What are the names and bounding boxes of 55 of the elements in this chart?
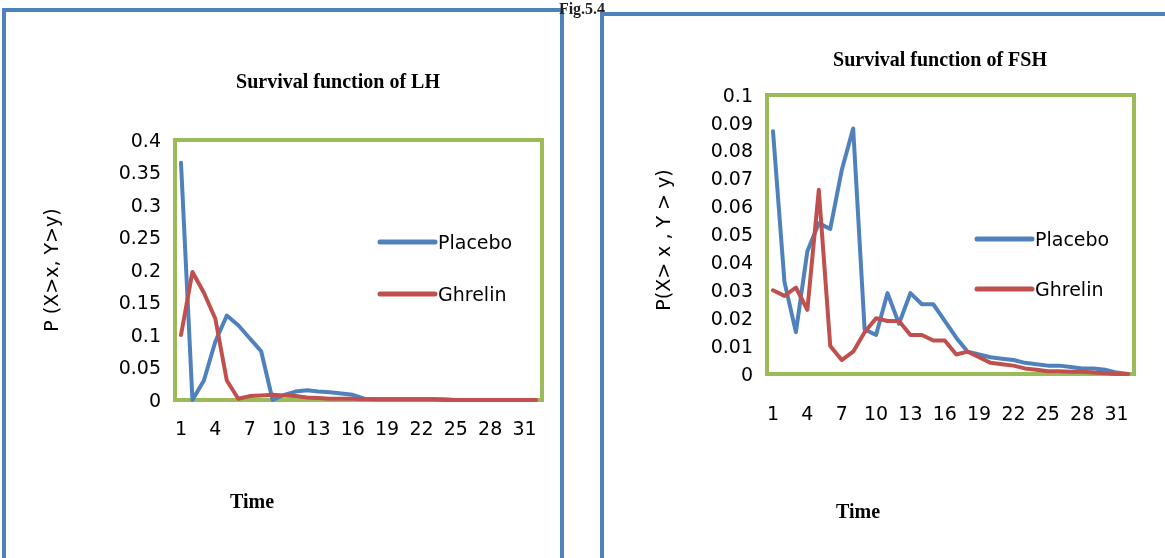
x-tick-label: 28 — [478, 417, 503, 439]
caption: Fig.5.4 — [558, 0, 606, 18]
line-series — [771, 187, 1130, 376]
x-tick-label: 7 — [243, 417, 256, 439]
y-tick-label: 0.35 — [118, 161, 161, 184]
x-tick-label: 19 — [375, 417, 400, 439]
y-tick-label: 0.04 — [710, 251, 753, 274]
y-tick-label: 0.08 — [710, 139, 753, 162]
y-tick-label: 0.25 — [118, 226, 161, 249]
x-tick-label: 16 — [340, 417, 365, 439]
y-tick-label: 0.09 — [710, 111, 753, 134]
y-tick-label: 0 — [740, 362, 753, 385]
x-tick-label: 31 — [512, 417, 537, 439]
y-tick-label: 0.3 — [130, 193, 161, 216]
y-tick-label: 0.07 — [710, 167, 753, 190]
y-tick-label: 0.01 — [710, 334, 753, 357]
x-tick-label: 10 — [271, 417, 297, 439]
x-tick-label: 13 — [898, 402, 923, 424]
y-tick-label: 0.02 — [710, 306, 753, 329]
legend-label: Placebo — [438, 230, 513, 253]
line-series — [179, 269, 538, 402]
x-axis-title: Time — [835, 500, 881, 522]
chart-title: Survival function of FSH — [833, 48, 1048, 70]
x-tick-label: 10 — [863, 402, 889, 424]
y-axis-title: P (X>x, Y>y) — [40, 208, 62, 332]
x-tick-label: 19 — [967, 402, 992, 424]
x-tick-label: 25 — [443, 417, 468, 439]
legend-label: Ghrelin — [438, 282, 507, 305]
y-tick-label: 0.15 — [118, 291, 161, 314]
y-tick-label: 0 — [148, 388, 161, 411]
y-tick-label: 0.2 — [130, 258, 161, 281]
x-tick-label: 22 — [1001, 402, 1026, 424]
y-tick-label: 0.1 — [130, 323, 161, 346]
y-tick-label: 0.4 — [130, 128, 161, 151]
x-tick-label: 22 — [409, 417, 434, 439]
x-tick-label: 31 — [1104, 402, 1129, 424]
y-tick-label: 0.1 — [722, 83, 753, 106]
x-tick-label: 4 — [801, 402, 814, 424]
x-tick-label: 16 — [932, 402, 957, 424]
x-tick-label: 4 — [209, 417, 222, 439]
y-tick-label: 0.06 — [710, 195, 753, 218]
x-tick-label: 28 — [1070, 402, 1095, 424]
chart-title: Survival function of LH — [236, 70, 441, 92]
x-tick-label: 13 — [306, 417, 331, 439]
y-axis-title: P(X> x , Y > y) — [652, 169, 674, 311]
legend-label: Placebo — [1035, 227, 1110, 250]
x-tick-label: 1 — [766, 402, 780, 424]
x-axis-title: Time — [229, 490, 275, 512]
x-tick-label: 1 — [174, 417, 188, 439]
y-tick-label: 0.03 — [710, 278, 753, 301]
x-tick-label: 25 — [1035, 402, 1060, 424]
x-tick-label: 7 — [835, 402, 848, 424]
y-tick-label: 0.05 — [118, 356, 161, 379]
y-tick-label: 0.05 — [710, 223, 753, 246]
legend-label: Ghrelin — [1035, 277, 1104, 300]
